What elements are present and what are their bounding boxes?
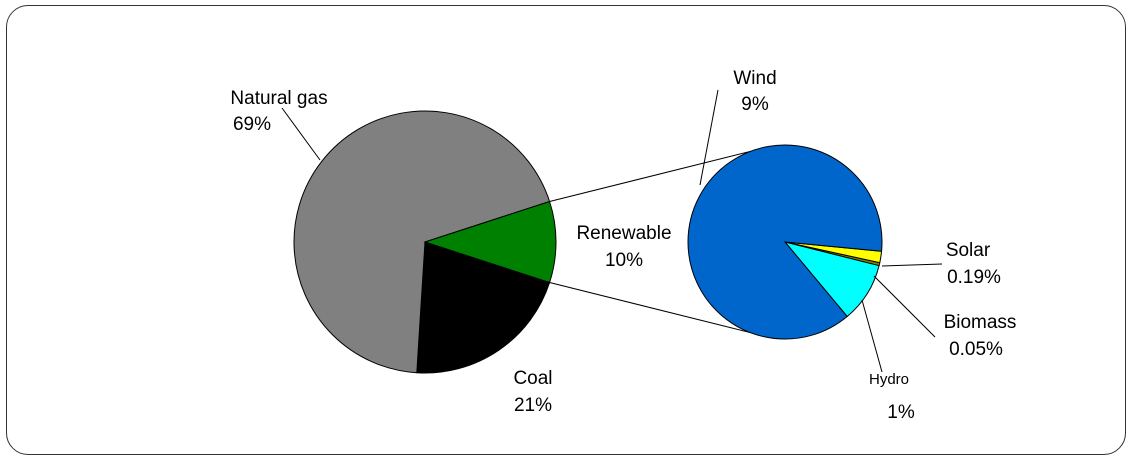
slice-label-renewable: Renewable <box>576 223 671 244</box>
slice-label-wind: Wind <box>733 68 776 89</box>
connector-line-top <box>549 146 769 203</box>
slice-value-renewable: 10% <box>605 250 643 271</box>
slice-label-natural-gas: Natural gas <box>230 88 327 109</box>
slice-label-biomass: Biomass <box>944 312 1017 333</box>
slice-label-hydro: Hydro <box>869 371 909 388</box>
slice-label-solar: Solar <box>946 240 991 261</box>
slice-value-wind: 9% <box>741 94 769 115</box>
slice-wind <box>687 144 883 340</box>
slice-value-solar: 0.19% <box>947 267 1001 288</box>
leader-lines <box>281 89 943 373</box>
slice-renewable <box>423 200 557 284</box>
slice-coal <box>416 241 551 374</box>
chart-frame <box>6 5 1126 455</box>
slice-label-coal: Coal <box>513 368 552 389</box>
slice-value-natural-gas: 69% <box>233 114 271 135</box>
slice-value-hydro: 1% <box>887 402 915 423</box>
leader-line-solar <box>881 263 943 267</box>
leader-line-biomass <box>873 275 936 338</box>
breakdown-pie <box>687 144 883 340</box>
main-pie <box>293 110 557 374</box>
leader-line-hydro <box>861 299 883 373</box>
leader-line-natural-gas <box>281 107 321 161</box>
connector-lines <box>549 146 769 338</box>
slice-value-coal: 21% <box>514 395 552 416</box>
slice-natural-gas <box>293 110 551 374</box>
slice-value-biomass: 0.05% <box>949 339 1003 360</box>
leader-line-wind <box>699 89 719 186</box>
connector-line-bottom <box>549 281 769 338</box>
